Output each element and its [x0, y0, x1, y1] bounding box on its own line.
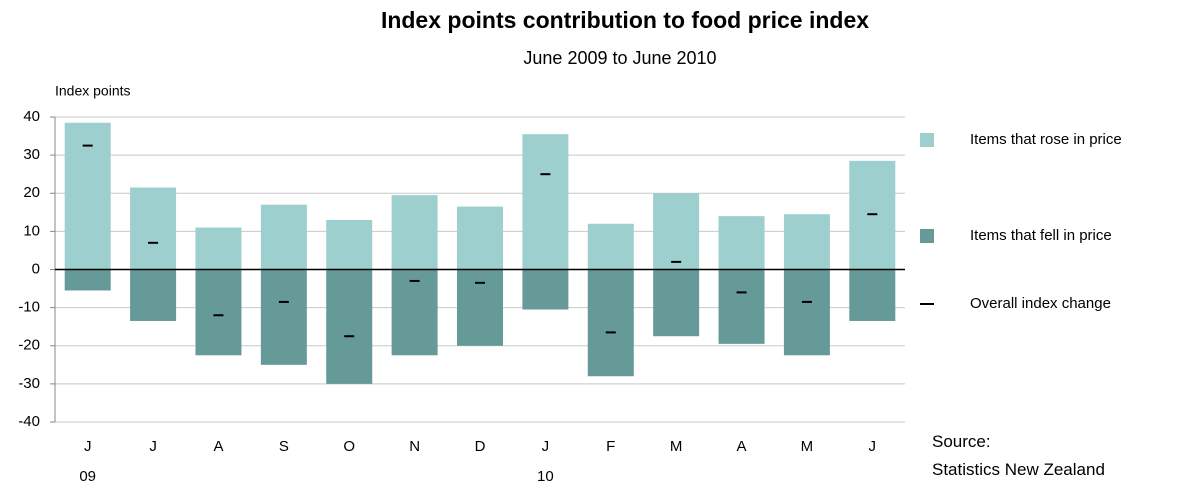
bar [587, 223, 634, 270]
legend-item: Overall index change [920, 290, 1170, 318]
bar [195, 227, 242, 270]
y-tick-label: -20 [18, 337, 40, 354]
legend-swatch [920, 229, 934, 243]
source: Statistics New Zealand [932, 460, 1105, 479]
y-tick-label: 10 [23, 222, 40, 239]
x-tick-label: J [149, 438, 157, 455]
bar [849, 269, 896, 321]
y-tick-label: -30 [18, 375, 40, 392]
y-tick-label: -10 [18, 299, 40, 316]
y-tick-label: 20 [23, 184, 40, 201]
bar [587, 269, 634, 377]
bar [64, 122, 111, 270]
x-tick-label: M [670, 438, 683, 455]
bar [391, 269, 438, 356]
legend-item: Items that fell in price [920, 222, 1170, 250]
bar [522, 134, 569, 270]
bar [195, 269, 242, 356]
x-tick-label: A [213, 438, 223, 455]
chart-subtitle: June 2009 to June 2010 [523, 48, 716, 68]
bar [391, 195, 438, 270]
bar [653, 269, 700, 337]
legend-item: Items that rose in price [920, 126, 1170, 154]
bar [522, 269, 569, 310]
y-tick-label: -40 [18, 413, 40, 430]
bar [653, 193, 700, 270]
x-tick-label: J [542, 438, 550, 455]
bar [130, 269, 177, 321]
source-label: Source: [932, 432, 991, 451]
x-year-label: 10 [537, 468, 554, 485]
y-tick-label: 0 [32, 260, 40, 277]
x-tick-label: F [606, 438, 615, 455]
y-axis-label: Index points [55, 83, 131, 99]
bar [783, 269, 830, 356]
bar [130, 187, 177, 270]
bar [64, 269, 111, 291]
bar [260, 269, 307, 365]
x-tick-label: A [737, 438, 747, 455]
chart-title: Index points contribution to food price … [381, 7, 869, 33]
y-tick-label: 40 [23, 108, 40, 125]
x-tick-label: N [409, 438, 420, 455]
bar [326, 219, 373, 270]
x-tick-label: J [84, 438, 92, 455]
x-tick-label: J [869, 438, 877, 455]
bar [260, 204, 307, 270]
x-year-label: 09 [79, 468, 96, 485]
legend-label: Items that rose in price [970, 131, 1122, 148]
bar [326, 269, 373, 384]
legend-swatch [920, 133, 934, 147]
y-tick-label: 30 [23, 146, 40, 163]
bar [783, 214, 830, 270]
bar [718, 216, 765, 270]
bar [718, 269, 765, 344]
bar [457, 269, 503, 346]
legend-swatch [920, 303, 934, 305]
legend-label: Overall index change [970, 295, 1111, 312]
x-tick-label: M [801, 438, 814, 455]
legend-label: Items that fell in price [970, 227, 1112, 244]
x-tick-label: S [279, 438, 289, 455]
bar [457, 206, 503, 270]
x-tick-label: D [475, 438, 486, 455]
x-tick-label: O [343, 438, 355, 455]
